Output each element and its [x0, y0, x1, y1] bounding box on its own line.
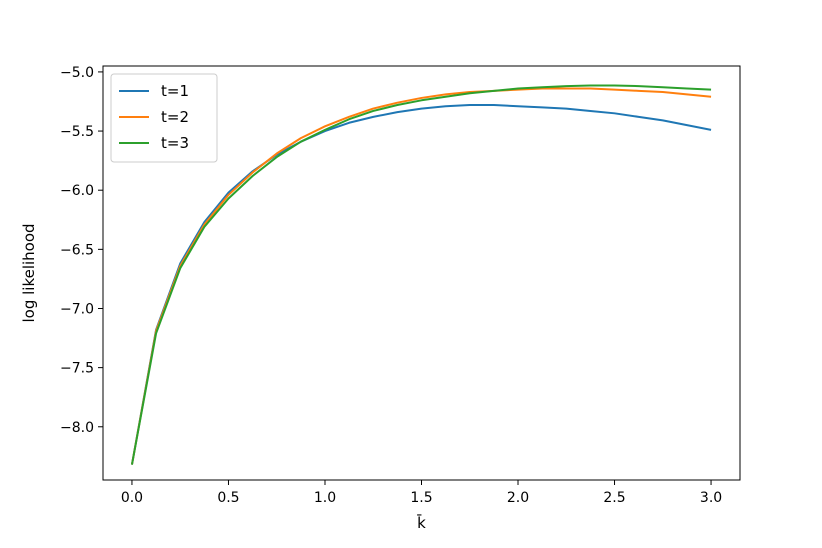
legend-label: t=2: [161, 108, 189, 126]
x-tick-label: 2.5: [603, 490, 625, 506]
legend-box: [110, 73, 218, 163]
y-axis-label: log likelihood: [20, 223, 38, 322]
x-axis: 0.0 0.5 1.0 1.5 2.0 2.5 3.0: [121, 480, 722, 506]
y-tick-label: −8.0: [60, 420, 94, 436]
series-line-1: [130, 104, 712, 465]
x-axis-label: k̄: [417, 513, 426, 532]
y-tick-label: −6.5: [60, 242, 94, 258]
x-tick-label: 1.0: [314, 490, 336, 506]
x-tick-label: 0.5: [217, 490, 239, 506]
legend: t=1 t=2 t=3: [110, 73, 218, 163]
x-tick-label: 0.0: [121, 490, 143, 506]
plot-lines: [130, 84, 712, 465]
y-tick-label: −7.0: [60, 301, 94, 317]
x-tick-label: 2.0: [507, 490, 529, 506]
x-tick-label: 1.5: [410, 490, 432, 506]
y-axis: −5.0 −5.5 −6.0 −6.5 −7.0 −7.5 −8.0: [60, 65, 103, 436]
legend-label: t=3: [161, 134, 189, 152]
y-tick-label: −7.5: [60, 361, 94, 377]
y-tick-label: −5.5: [60, 124, 94, 140]
y-tick-label: −6.0: [60, 183, 94, 199]
y-tick-label: −5.0: [60, 65, 94, 81]
legend-label: t=1: [161, 82, 189, 100]
series-line-2: [130, 87, 712, 465]
series-line-3: [130, 84, 712, 465]
x-tick-label: 3.0: [700, 490, 722, 506]
